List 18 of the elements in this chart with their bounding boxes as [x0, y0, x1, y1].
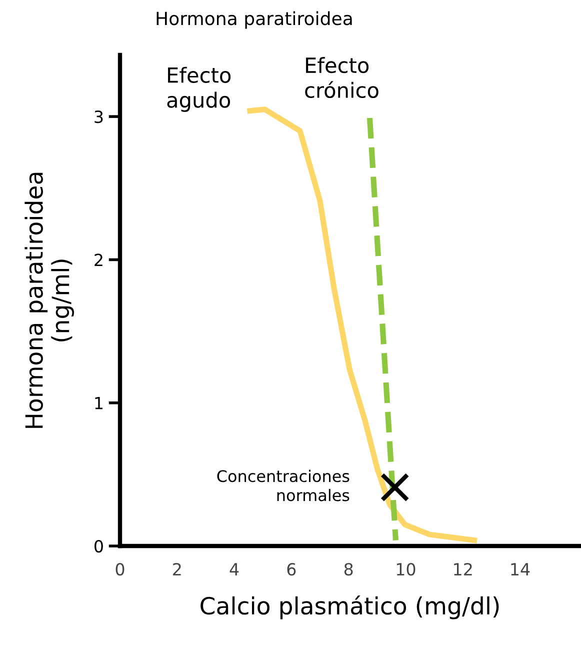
x-tick-label: 12 — [454, 562, 472, 576]
x-tick-label: 10 — [396, 562, 416, 576]
x-tick-label: 4 — [230, 563, 239, 576]
y-tick-label: 2 — [94, 254, 102, 266]
x-axis-title: Calcio plasmático (mg/dl) — [200, 595, 499, 620]
y-tick-label: 0 — [94, 540, 103, 553]
annotation: Efecto crónico — [305, 57, 378, 98]
x-tick-label: 8 — [344, 562, 353, 576]
annotation: Efecto agudo — [167, 66, 231, 112]
y-tick-label: 1 — [95, 397, 102, 410]
x-tick-label: 14 — [511, 563, 530, 576]
y-axis-title: Hormona paratiroidea (ng/ml) — [24, 172, 74, 428]
x-tick-label: 0 — [116, 562, 124, 576]
y-tick-label: 3 — [94, 110, 103, 124]
x-tick-label: 2 — [173, 562, 181, 576]
annotation: Concentraciones normales — [217, 470, 350, 502]
chart-title: Hormona paratiroidea — [156, 11, 352, 29]
x-tick-label: 6 — [287, 562, 296, 576]
